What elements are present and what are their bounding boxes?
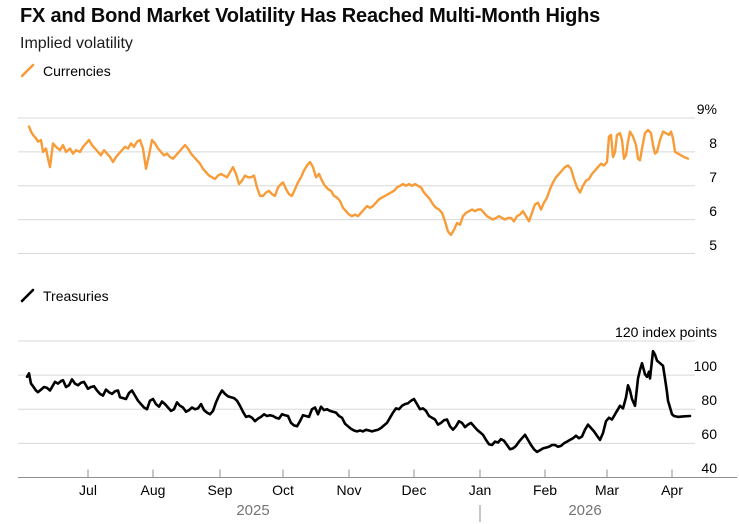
- y-tick-label-7: 7: [709, 168, 717, 185]
- month-label-Jul: Jul: [79, 482, 97, 498]
- y-tick-label-5: 5: [709, 236, 717, 253]
- month-label-Apr: Apr: [661, 482, 683, 498]
- year-label-2025: 2025: [236, 502, 270, 519]
- y-tick-label-9: 9%: [696, 101, 717, 117]
- year-label-2026: 2026: [568, 502, 602, 519]
- legend-currencies-label: Currencies: [43, 63, 111, 79]
- month-label-Sep: Sep: [207, 482, 233, 498]
- x-axis: [87, 469, 673, 522]
- month-label-Aug: Aug: [140, 482, 166, 498]
- legend-treasuries: Treasuries: [20, 288, 109, 304]
- month-label-Feb: Feb: [532, 482, 558, 498]
- y-tick-label-60: 60: [701, 426, 717, 443]
- y-tick-label-40: 40: [701, 460, 717, 477]
- currencies-line: [27, 125, 690, 237]
- currencies-line-icon: [20, 63, 35, 78]
- y-tick-label-100: 100: [693, 358, 717, 375]
- y-tick-label-80: 80: [701, 392, 717, 409]
- month-label-Nov: Nov: [336, 482, 362, 498]
- month-label-Mar: Mar: [594, 482, 620, 498]
- page-title: FX and Bond Market Volatility Has Reache…: [20, 5, 601, 27]
- legend-treasuries-label: Treasuries: [43, 288, 109, 304]
- month-label-Oct: Oct: [272, 482, 294, 498]
- treasuries-line: [25, 349, 692, 454]
- y-tick-label-120: 120 index points: [615, 324, 717, 340]
- chart-subtitle: Implied volatility: [20, 35, 133, 52]
- y-tick-label-6: 6: [709, 202, 717, 219]
- gridlines: [18, 117, 737, 478]
- y-tick-label-8: 8: [709, 134, 717, 151]
- treasuries-line-icon: [20, 288, 35, 303]
- legend-currencies: Currencies: [20, 63, 111, 79]
- month-label-Dec: Dec: [401, 482, 427, 498]
- month-label-Jan: Jan: [468, 482, 492, 498]
